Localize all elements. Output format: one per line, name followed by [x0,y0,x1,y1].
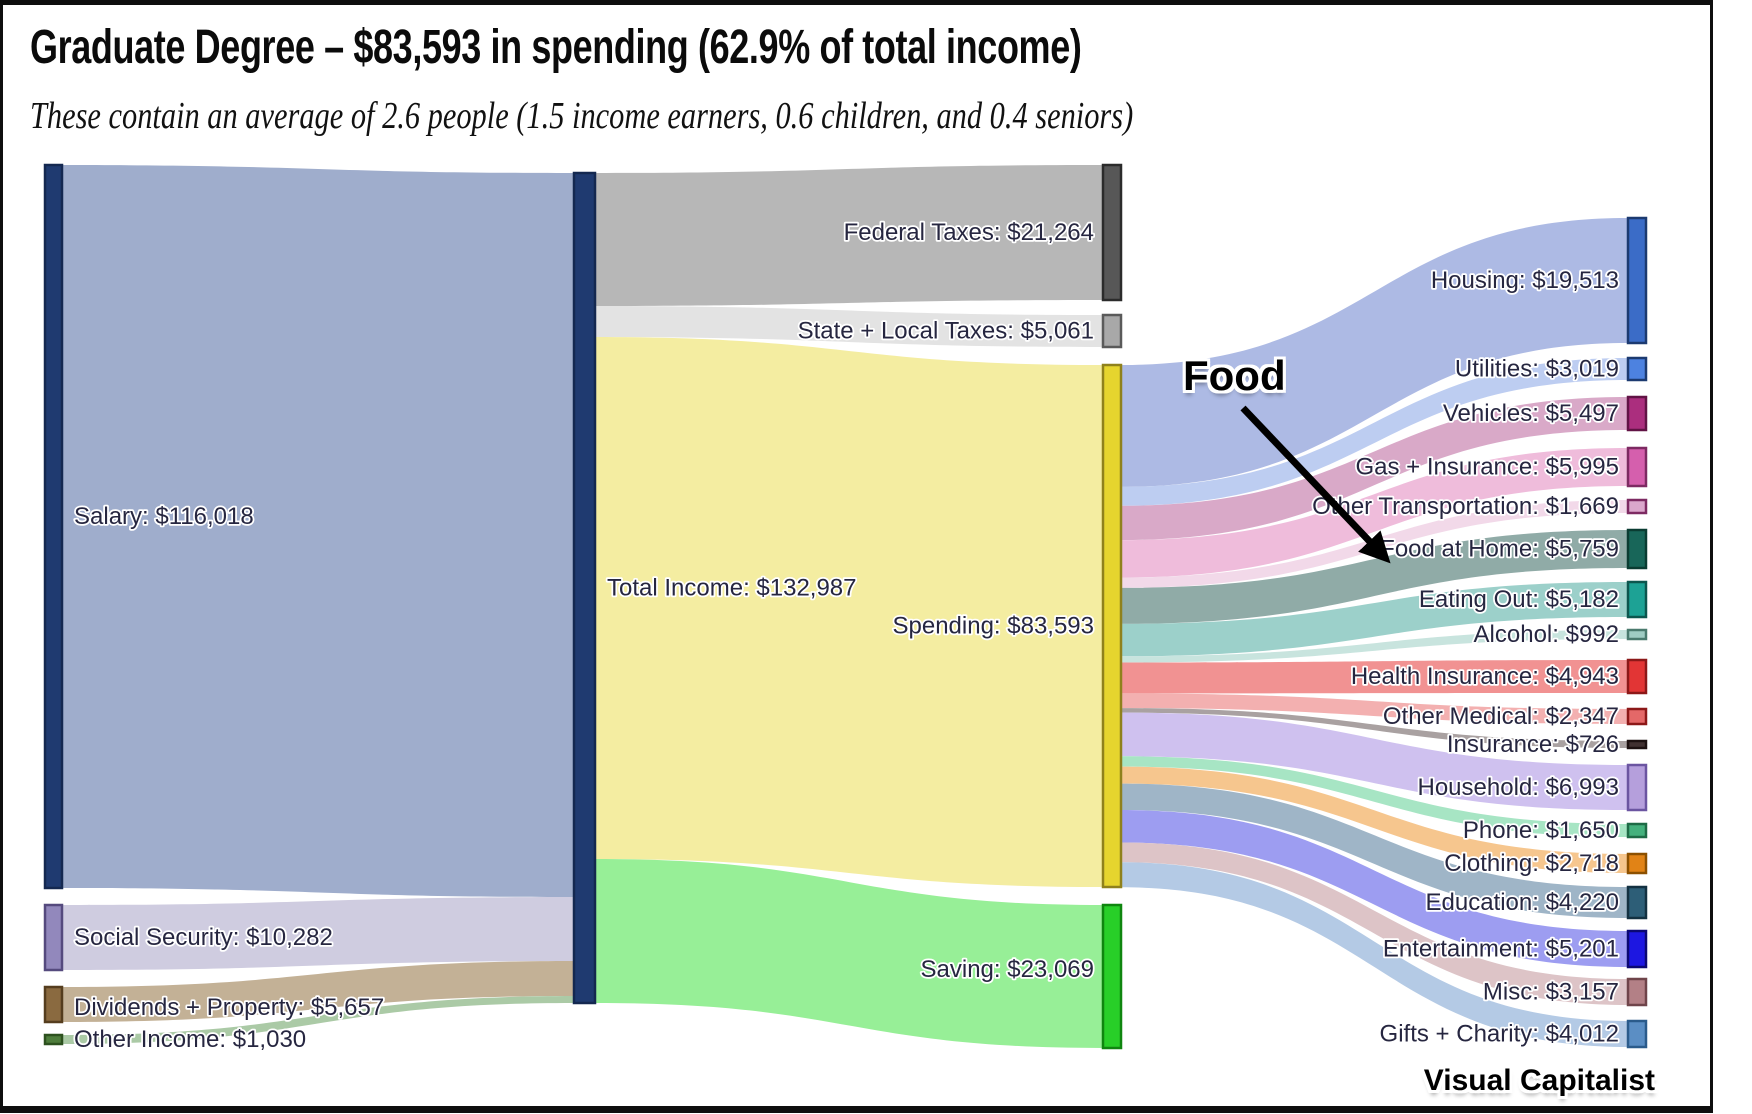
node-label-entertainment: Entertainment: $5,201 [1383,936,1619,963]
node-label-clothing: Clothing: $2,718 [1444,850,1619,877]
node-saving [1101,903,1123,1050]
node-label-education: Education: $4,220 [1426,889,1620,916]
node-label-housing: Housing: $19,513 [1431,267,1619,294]
node-label-salary: Salary: $116,018 [74,503,254,530]
node-label-gas_insurance: Gas + Insurance: $5,995 [1355,454,1619,481]
food-annotation-label: Food [1183,352,1286,399]
node-total_income [572,171,597,1005]
flow-spending-to-education [1121,783,1628,918]
flow-spending-to-vehicles [1121,397,1628,541]
node-label-vehicles: Vehicles: $5,497 [1443,400,1619,427]
flow-total_income-to-state_local_taxes [595,306,1103,347]
flow-spending-to-eating_out [1121,582,1628,657]
sankey-links-layer [62,165,1628,1048]
flow-spending-to-household [1121,712,1628,810]
flow-spending-to-food_at_home [1121,530,1628,624]
food-annotation-arrow [1240,405,1391,564]
node-label-household: Household: $6,993 [1418,774,1620,801]
flow-social_security-to-total_income [62,897,574,970]
node-label-state_local_taxes: State + Local Taxes: $5,061 [798,318,1094,345]
node-label-gifts_charity: Gifts + Charity: $4,012 [1380,1021,1619,1048]
node-utilities [1626,356,1648,382]
flow-spending-to-alcohol [1121,630,1628,663]
node-other_income [43,1033,64,1046]
credit-visual-capitalist: Visual Capitalist [1423,1064,1655,1097]
node-housing [1626,216,1648,345]
node-vehicles [1626,395,1648,432]
node-label-phone: Phone: $1,650 [1463,817,1619,844]
node-phone [1626,822,1648,839]
node-education [1626,885,1648,920]
flow-spending-to-other_medical [1121,693,1628,724]
flow-spending-to-entertainment [1121,810,1628,967]
node-salary [43,163,64,890]
page-title: Graduate Degree – $83,593 in spending (6… [30,21,1082,74]
node-misc [1626,977,1648,1007]
node-other_medical [1626,707,1648,726]
node-entertainment [1626,929,1648,969]
node-label-misc: Misc: $3,157 [1483,979,1619,1006]
node-social_security [43,903,64,972]
node-label-alcohol: Alcohol: $992 [1474,621,1619,648]
node-federal_taxes [1101,163,1123,302]
node-label-saving: Saving: $23,069 [921,956,1094,983]
flow-spending-to-gas_insurance [1121,448,1628,578]
flow-other_income-to-total_income [62,996,574,1044]
node-gas_insurance [1626,446,1648,488]
node-label-other_transportation: Other Transportation: $1,669 [1312,493,1619,520]
flow-dividends_property-to-total_income [62,961,574,1022]
flow-spending-to-housing [1121,218,1628,487]
node-clothing [1626,852,1648,875]
node-label-eating_out: Eating Out: $5,182 [1419,586,1619,613]
flow-spending-to-misc [1121,842,1628,1005]
node-eating_out [1626,580,1648,619]
node-other_transportation [1626,498,1648,515]
node-label-insurance: Insurance: $726 [1447,731,1619,758]
node-dividends_property [43,985,64,1024]
node-household [1626,763,1648,812]
node-label-other_income: Other Income: $1,030 [74,1026,306,1053]
node-label-federal_taxes: Federal Taxes: $21,264 [844,219,1094,246]
flow-total_income-to-federal_taxes [595,165,1103,306]
flow-salary-to-total_income [62,165,574,897]
flow-spending-to-phone [1121,756,1628,837]
node-insurance [1626,739,1648,750]
node-alcohol [1626,628,1648,641]
node-spending [1101,363,1123,889]
node-state_local_taxes [1101,313,1123,349]
flow-total_income-to-spending [595,337,1103,887]
page-subtitle: These contain an average of 2.6 people (… [30,95,1134,137]
node-label-social_security: Social Security: $10,282 [74,924,333,951]
flow-spending-to-insurance [1121,708,1628,748]
node-label-spending: Spending: $83,593 [892,613,1094,640]
flow-total_income-to-saving [595,859,1103,1048]
node-health_insurance [1626,658,1648,695]
flow-spending-to-clothing [1121,766,1628,873]
sankey-nodes-layer [43,163,1648,1050]
flow-spending-to-utilities [1121,358,1628,506]
node-label-food_at_home: Food at Home: $5,759 [1380,536,1619,563]
flow-spending-to-health_insurance [1121,660,1628,694]
annotation-arrow-layer [1240,405,1391,564]
node-label-health_insurance: Health Insurance: $4,943 [1351,663,1619,690]
node-label-total_income: Total Income: $132,987 [607,575,857,602]
flow-spending-to-gifts_charity [1121,862,1628,1047]
node-gifts_charity [1626,1019,1648,1049]
node-label-utilities: Utilities: $3,019 [1455,356,1619,383]
node-label-dividends_property: Dividends + Property: $5,657 [74,994,384,1021]
sankey-labels-layer: Salary: $116,018 Social Security: $10,282… [72,217,1621,1055]
node-label-other_medical: Other Medical: $2,347 [1383,703,1619,730]
node-food_at_home [1626,528,1648,570]
